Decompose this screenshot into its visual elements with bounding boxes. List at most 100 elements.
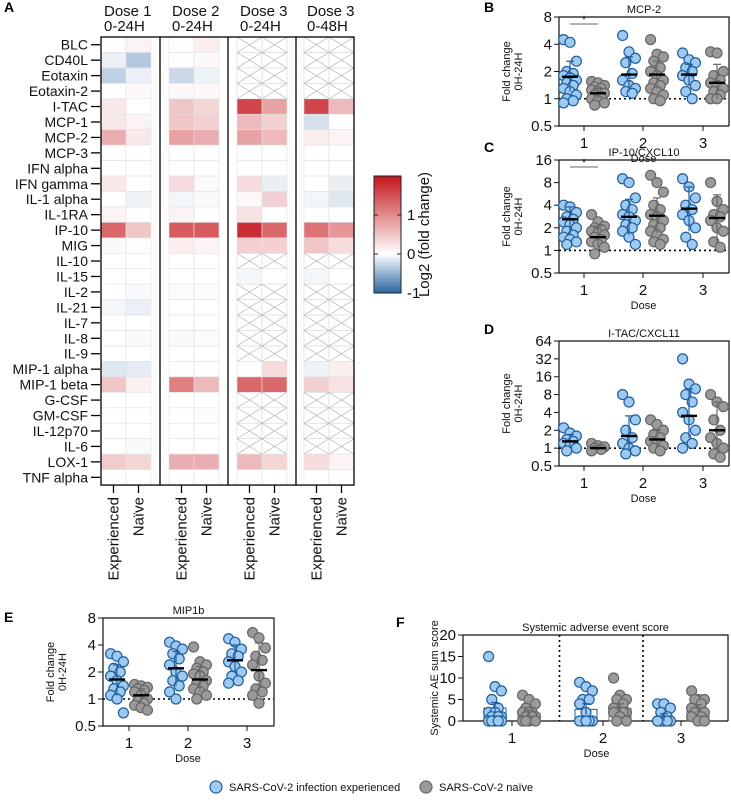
heatmap-cell <box>303 191 330 208</box>
heatmap-cell <box>193 52 220 69</box>
missing-cross <box>236 345 263 362</box>
heatmap-cell <box>236 469 263 486</box>
heatmap-row-label: BLC <box>61 37 88 53</box>
heatmap-cell <box>100 299 127 316</box>
heatmap-cell <box>125 314 152 331</box>
missing-cross <box>303 345 330 362</box>
heatmap-cell <box>328 206 355 223</box>
data-point <box>626 87 638 99</box>
data-point <box>676 442 689 454</box>
significance-marker: * <box>582 14 587 26</box>
data-point <box>644 169 657 181</box>
missing-cross <box>261 67 288 84</box>
y-tick-label: 4 <box>544 197 552 214</box>
data-point <box>717 225 730 237</box>
colorbar-gradient <box>373 175 402 294</box>
x-tick-label: 3 <box>699 475 707 492</box>
heatmap-row-label: IL-1RA <box>44 207 88 223</box>
missing-cross <box>261 283 288 300</box>
data-point <box>620 715 633 727</box>
heatmap-row-label: IFN gamma <box>15 176 88 192</box>
heatmap-cell <box>261 237 288 254</box>
heatmap-cell <box>261 160 288 177</box>
heatmap-cell <box>168 253 195 270</box>
heatmap-cell <box>193 330 220 347</box>
heatmap-cell <box>168 330 195 347</box>
y-tick-label: 15 <box>439 649 456 666</box>
heatmap-column-title: Dose 3 <box>307 3 355 20</box>
heatmap-cell <box>125 98 152 115</box>
heatmap-cell <box>303 98 330 115</box>
significance-marker: * <box>582 157 587 169</box>
data-point <box>698 715 711 727</box>
data-point <box>247 659 259 671</box>
missing-cross <box>261 345 288 362</box>
heatmap-cell <box>125 191 152 208</box>
data-point <box>598 97 611 109</box>
missing-cross <box>236 36 263 53</box>
data-point <box>253 697 265 709</box>
data-point <box>170 693 182 705</box>
data-point <box>585 208 598 221</box>
heatmap-column-label: Experienced <box>106 497 123 580</box>
y-tick-label: 0 <box>448 713 456 730</box>
x-axis-label: Dose <box>631 300 657 312</box>
heatmap-cell <box>100 67 127 84</box>
heatmap-cell <box>328 175 355 192</box>
data-point <box>173 680 185 692</box>
missing-cross <box>236 392 263 409</box>
heatmap-column-label: Naïve <box>334 497 351 536</box>
data-point <box>561 445 573 457</box>
data-point <box>117 656 130 668</box>
missing-cross <box>236 407 263 424</box>
heatmap-cell <box>125 237 152 254</box>
heatmap-cell <box>100 453 127 470</box>
heatmap-cell <box>100 237 127 254</box>
x-tick-label: 2 <box>639 282 647 299</box>
missing-cross <box>328 438 355 455</box>
heatmap-cell <box>328 129 355 146</box>
heatmap-cell <box>303 160 330 177</box>
x-tick-label: 2 <box>184 735 192 752</box>
heatmap-cell <box>261 175 288 192</box>
y-tick-label: 10 <box>439 670 456 687</box>
missing-cross <box>303 283 330 300</box>
data-point <box>651 715 664 727</box>
heatmap-cell <box>100 253 127 270</box>
heatmap-cell <box>100 52 127 69</box>
heatmap-row-label: IL-2 <box>64 284 88 300</box>
data-point <box>676 173 689 185</box>
data-point <box>580 715 592 727</box>
data-point <box>111 693 123 705</box>
heatmap-cell <box>261 113 288 130</box>
heatmap-cell <box>168 283 195 300</box>
missing-cross <box>236 83 263 100</box>
heatmap-cell <box>125 253 152 270</box>
heatmap-cell <box>100 222 127 239</box>
heatmap-column-label: Naïve <box>131 497 148 536</box>
data-point <box>620 57 632 69</box>
heatmap-cell <box>100 83 127 100</box>
data-point <box>686 238 698 251</box>
data-point <box>567 95 579 107</box>
heatmap-cell <box>168 191 195 208</box>
data-point <box>680 85 692 98</box>
data-point <box>492 715 504 727</box>
data-point <box>629 414 642 426</box>
data-point <box>141 704 153 716</box>
heatmap-cell <box>303 453 330 470</box>
missing-cross <box>328 299 355 316</box>
data-point <box>654 95 666 107</box>
heatmap-row-label: IL-15 <box>56 268 88 284</box>
legend-experienced-marker <box>209 780 223 794</box>
colorbar-tick-label: 0 <box>407 246 415 263</box>
missing-cross <box>236 283 263 300</box>
data-point <box>117 707 130 719</box>
y-axis-label: 0H-24H <box>57 653 69 691</box>
heatmap-cell <box>168 67 195 84</box>
y-axis-label: Fold change <box>501 373 513 434</box>
panel-letter: E <box>4 609 13 625</box>
scatter-panel-e: MIP1b 8 4 2 1 0.5 Fold change 0H-24H 1 2 3 Dose <box>45 605 275 765</box>
heatmap-row-label: IL-10 <box>56 253 88 269</box>
